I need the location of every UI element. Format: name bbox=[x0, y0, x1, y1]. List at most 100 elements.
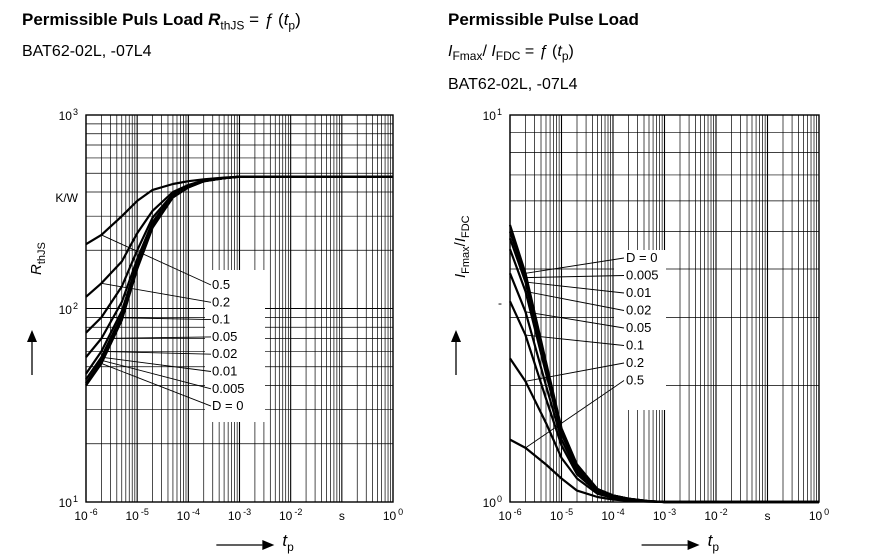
right-y-tick-label: - bbox=[498, 296, 502, 310]
right-y-tick-base: 10 bbox=[483, 496, 497, 510]
left-y-tick-exp: 2 bbox=[73, 301, 78, 311]
right-legend-label: 0.2 bbox=[626, 355, 644, 370]
right-legend-label: D = 0 bbox=[626, 250, 657, 265]
left-x-tick-exp: -6 bbox=[90, 507, 98, 517]
right-legend-label: 0.005 bbox=[626, 268, 659, 283]
left-x-tick-base: 10 bbox=[228, 509, 242, 523]
left-y-tick-base: 10 bbox=[59, 496, 73, 510]
left-legend-leader bbox=[101, 316, 212, 321]
left-x-tick-base: 10 bbox=[74, 509, 88, 523]
right-legend-leader bbox=[525, 362, 625, 382]
right-legend-label: 0.05 bbox=[626, 320, 651, 335]
left-series-group bbox=[85, 175, 393, 387]
right-x-tick-exp: -6 bbox=[514, 507, 522, 517]
right-x-tick-base: 10 bbox=[809, 509, 823, 523]
right-y-axis-a-sub: Fmax bbox=[460, 246, 472, 274]
left-x-tick-label: 10 -3 bbox=[228, 507, 251, 523]
right-x-tick-exp: -5 bbox=[565, 507, 573, 517]
left-x-tick-exp: -5 bbox=[141, 507, 149, 517]
left-x-axis-symbol: t bbox=[282, 531, 288, 550]
left-chart-subtitle: BAT62-02L, -07L4 bbox=[22, 43, 152, 60]
left-plot-frame bbox=[85, 114, 394, 503]
left-x-tick-base: 10 bbox=[177, 509, 191, 523]
left-legend-box bbox=[205, 270, 265, 422]
left-x-tick-label: 10 -6 bbox=[74, 507, 97, 523]
right-formula-arg-sub: p bbox=[561, 49, 569, 64]
right-legend-leader bbox=[525, 380, 625, 449]
right-y-tick-label: 101 bbox=[483, 107, 502, 123]
right-x-axis-symbol: t bbox=[708, 531, 714, 550]
right-y-tick-exp: 0 bbox=[497, 494, 502, 504]
right-chart-formula: IFmax/ IFDC = ƒ (tp) bbox=[448, 43, 574, 64]
left-x-tick-base: 10 bbox=[383, 509, 397, 523]
right-formula-arg: t bbox=[557, 43, 562, 60]
right-legend-leader bbox=[525, 281, 625, 294]
left-y-tick-label: 101 bbox=[59, 494, 78, 510]
right-x-tick-label: 10 -4 bbox=[601, 507, 624, 523]
right-legend-label: 0.02 bbox=[626, 303, 651, 318]
right-x-tick-base: 10 bbox=[550, 509, 564, 523]
left-y-tick-label: 102 bbox=[59, 301, 78, 317]
right-y-arrow-head bbox=[451, 330, 461, 342]
right-formula-a-sub: Fmax bbox=[452, 49, 483, 64]
right-formula-a: I bbox=[448, 43, 453, 60]
right-x-tick-base: 10 bbox=[601, 509, 615, 523]
right-x-tick-base: 10 bbox=[498, 509, 512, 523]
left-x-arrow-head bbox=[262, 540, 275, 550]
left-x-tick-exp: -4 bbox=[192, 507, 200, 517]
right-legend-leader bbox=[525, 275, 625, 279]
left-title-arg: t bbox=[283, 10, 289, 29]
left-chart-title: Permissible Puls Load RthJS = ƒ (tp) bbox=[22, 10, 301, 33]
right-x-arrow-head bbox=[687, 540, 700, 550]
left-y-tick-base: 10 bbox=[59, 109, 73, 123]
left-x-tick-exp: -3 bbox=[243, 507, 251, 517]
left-title-arg-sub: p bbox=[288, 18, 296, 33]
left-legend-leader bbox=[101, 356, 212, 372]
left-legend-label: 0.5 bbox=[212, 277, 230, 292]
left-legend-label: 0.2 bbox=[212, 294, 230, 309]
left-title-symbol: R bbox=[208, 10, 221, 29]
left-legend-leader bbox=[101, 282, 212, 303]
left-legend-leader bbox=[101, 363, 212, 407]
right-x-tick-exp: -4 bbox=[617, 507, 625, 517]
right-y-tick-base: 10 bbox=[483, 109, 497, 123]
left-series-line-7 bbox=[85, 175, 393, 387]
left-legend-label: 0.005 bbox=[212, 381, 245, 396]
right-series-group bbox=[508, 224, 819, 504]
left-y-tick-label: K/W bbox=[55, 191, 78, 205]
right-x-tick-exp: -2 bbox=[720, 507, 728, 517]
left-x-tick-label: 10 0 bbox=[383, 507, 403, 523]
right-y-axis-a: I bbox=[452, 274, 469, 278]
right-x-tick-label: 10 -2 bbox=[704, 507, 727, 523]
left-title-symbol-sub: thJS bbox=[220, 18, 245, 33]
left-title-equals: = bbox=[244, 10, 264, 29]
right-formula-sep: / bbox=[482, 43, 492, 60]
left-title-lead: Permissible Puls Load bbox=[22, 10, 204, 29]
right-x-tick-label: 10 -5 bbox=[550, 507, 573, 523]
right-legend-label: 0.1 bbox=[626, 338, 644, 353]
right-x-tick-base: 10 bbox=[653, 509, 667, 523]
right-legend-label: 0.01 bbox=[626, 285, 651, 300]
left-y-tick-exp: 3 bbox=[73, 107, 78, 117]
left-legend-label: 0.02 bbox=[212, 346, 237, 361]
left-title-func: ƒ bbox=[263, 10, 274, 29]
right-y-tick-base: - bbox=[498, 296, 502, 310]
right-x-tick-label: 10 -3 bbox=[653, 507, 676, 523]
right-chart-title: Permissible Pulse Load bbox=[448, 10, 639, 29]
left-legend-leader bbox=[101, 234, 212, 286]
left-x-tick-base: 10 bbox=[125, 509, 139, 523]
right-x-tick-exp: 0 bbox=[824, 507, 829, 517]
left-x-tick-base: s bbox=[339, 509, 345, 523]
left-y-axis-symbol: R bbox=[28, 264, 45, 275]
right-legend-leader bbox=[525, 257, 625, 274]
right-legend-box bbox=[614, 250, 666, 410]
left-legend-label: D = 0 bbox=[212, 398, 243, 413]
left-x-tick-label: 10 -4 bbox=[177, 507, 200, 523]
left-y-axis-sub: thJS bbox=[36, 242, 48, 264]
right-chart-subtitle: BAT62-02L, -07L4 bbox=[448, 76, 578, 93]
left-legend-leader bbox=[101, 350, 212, 355]
right-x-axis-sub: p bbox=[712, 540, 719, 554]
right-x-axis-label: tp bbox=[708, 531, 720, 554]
